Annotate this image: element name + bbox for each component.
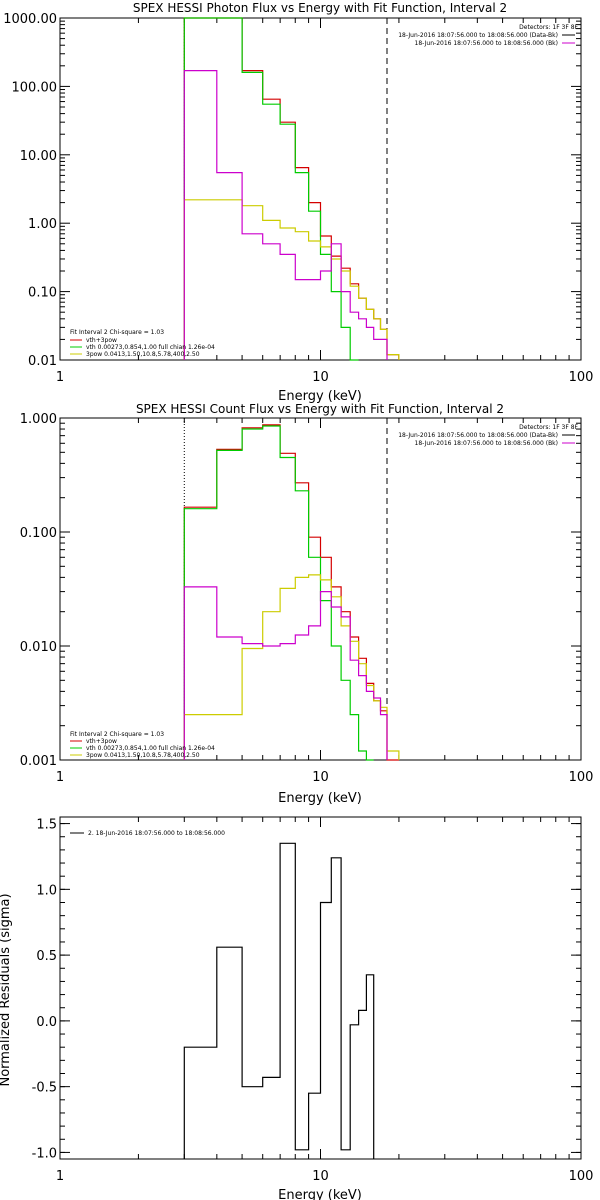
legend-entry-bk: 18-Jun-2016 18:07:56.000 to 18:08:56.000… <box>415 440 558 447</box>
y-tick-label: 0.0 <box>36 1015 57 1030</box>
legend-entry-data: 18-Jun-2016 18:07:56.000 to 18:08:56.000… <box>398 32 558 39</box>
x-axis-label: Energy (keV) <box>278 1188 362 1200</box>
y-tick-label: 0.5 <box>36 949 57 964</box>
series-bk <box>183 70 388 360</box>
x-tick-label: 100 <box>569 770 594 785</box>
y-tick-label: 1000.00 <box>3 12 57 27</box>
x-axis-label: Energy (keV) <box>278 389 362 404</box>
y-tick-label: 10.00 <box>20 149 57 164</box>
legend-left: Fit Interval 2 Chi-square = 1.03 vth+3po… <box>70 329 215 358</box>
y-axis-label: Normalized Residuals (sigma) <box>0 893 13 1086</box>
y-tick-label: 1.5 <box>36 818 57 833</box>
legend-fit-header: Fit Interval 2 Chi-square = 1.03 <box>70 329 164 336</box>
x-tick-label: 1 <box>56 770 64 785</box>
y-tick-label: 0.001 <box>20 754 57 769</box>
x-tick-label: 10 <box>312 1169 329 1184</box>
legend: 2. 18-Jun-2016 18:07:56.000 to 18:08:56.… <box>70 830 225 837</box>
legend-fit-header: Fit Interval 2 Chi-square = 1.03 <box>70 731 164 738</box>
legend-right: Detectors: 1F 3F 8F 18-Jun-2016 18:07:56… <box>398 24 578 47</box>
chart-title: SPEX HESSI Count Flux vs Energy with Fit… <box>136 402 504 416</box>
x-axis-label: Energy (keV) <box>278 791 362 806</box>
legend-left: Fit Interval 2 Chi-square = 1.03 vth+3po… <box>70 731 215 759</box>
legend-entry-residuals: 2. 18-Jun-2016 18:07:56.000 to 18:08:56.… <box>88 830 225 837</box>
x-tick-label: 10 <box>312 370 329 385</box>
series-2-18-jun-2016-18-07-56-000-to-18-08-56-000 <box>183 842 375 1159</box>
y-tick-label: 0.010 <box>20 640 57 655</box>
series-vth <box>183 17 359 361</box>
legend-entry-sum: vth+3pow <box>86 337 117 344</box>
x-tick-label: 1 <box>56 370 64 385</box>
series-bk <box>183 586 388 760</box>
legend-entry-3pow: 3pow 0.0413,1.50,10.8,5.78,400,2.50 <box>86 752 200 759</box>
legend-entry-vth: vth 0.00273,0.854,1.00 full chian 1.26e-… <box>86 745 215 752</box>
chart-title: SPEX HESSI Photon Flux vs Energy with Fi… <box>133 1 507 15</box>
legend-detectors: Detectors: 1F 3F 8F <box>519 424 578 431</box>
y-tick-label: 1.00 <box>28 217 57 232</box>
y-tick-label: -0.5 <box>32 1081 57 1096</box>
y-tick-label: 0.100 <box>20 526 57 541</box>
legend-entry-data: 18-Jun-2016 18:07:56.000 to 18:08:56.000… <box>398 432 558 439</box>
x-tick-label: 100 <box>569 1169 594 1184</box>
series-vth <box>183 425 374 761</box>
photon-flux-chart: SPEX HESSI Photon Flux vs Energy with Fi… <box>3 1 593 404</box>
legend-right: Detectors: 1F 3F 8F 18-Jun-2016 18:07:56… <box>398 424 578 447</box>
count-flux-chart: SPEX HESSI Count Flux vs Energy with Fit… <box>20 402 594 806</box>
y-tick-label: 1.0 <box>36 883 57 898</box>
x-tick-label: 100 <box>569 370 594 385</box>
y-tick-label: 0.10 <box>28 286 57 301</box>
y-tick-label: 1.000 <box>20 412 57 427</box>
y-tick-label: 100.00 <box>12 80 58 95</box>
legend-detectors: Detectors: 1F 3F 8F <box>519 24 578 31</box>
legend-entry-3pow: 3pow 0.0413,1.50,10.8,5.78,400,2.50 <box>86 351 200 358</box>
x-tick-label: 10 <box>312 770 329 785</box>
y-tick-label: -1.0 <box>32 1146 57 1161</box>
legend-entry-vth: vth 0.00273,0.854,1.00 full chian 1.26e-… <box>86 344 215 351</box>
x-tick-label: 1 <box>56 1169 64 1184</box>
legend-entry-sum: vth+3pow <box>86 738 117 745</box>
y-tick-label: 0.01 <box>28 354 57 369</box>
legend-entry-bk: 18-Jun-2016 18:07:56.000 to 18:08:56.000… <box>415 40 558 47</box>
